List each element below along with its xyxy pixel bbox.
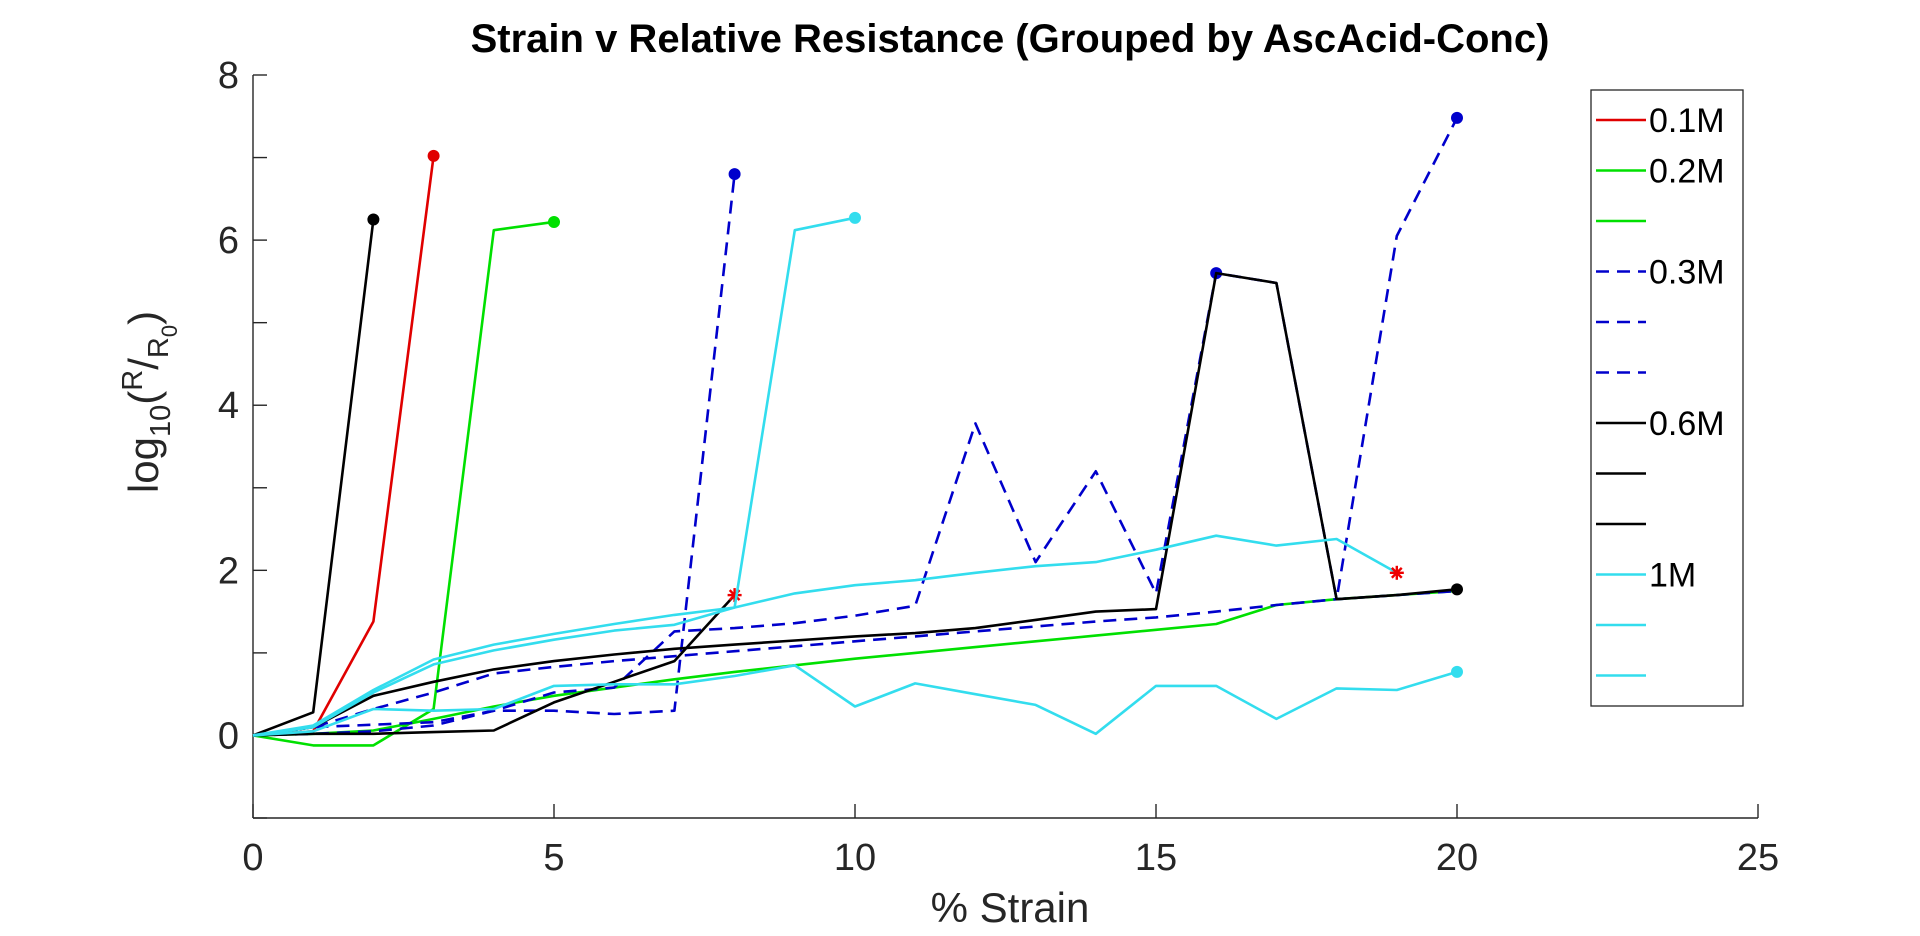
y-axis-label-subscript: 10 bbox=[145, 405, 177, 437]
x-tick-label: 20 bbox=[1436, 837, 1478, 879]
y-axis-label-slash: / bbox=[120, 358, 167, 370]
y-axis-label-open-paren: ( bbox=[120, 391, 167, 405]
y-tick-label: 8 bbox=[218, 55, 239, 97]
series-end-star-marker bbox=[1389, 565, 1404, 580]
legend: 0.1M 0.2M 0.3M 0.6M 1M bbox=[1590, 89, 1744, 707]
x-tick-label: 10 bbox=[834, 837, 876, 879]
y-tick-label: 6 bbox=[218, 220, 239, 262]
series-line bbox=[252, 589, 1458, 737]
x-axis-label: % Strain bbox=[931, 884, 1090, 931]
series-end-point bbox=[1451, 583, 1463, 596]
star-stroke bbox=[1391, 567, 1403, 579]
series-line bbox=[252, 589, 1458, 737]
series-end-point bbox=[367, 213, 380, 226]
series-line bbox=[252, 534, 1398, 737]
series-line bbox=[252, 155, 435, 737]
series-end-point bbox=[1451, 111, 1463, 124]
series-end-point bbox=[728, 168, 741, 181]
legend-label: 0.2M bbox=[1649, 153, 1725, 191]
plot-area: 0 5 10 15 20 25 0 2 4 6 8 bbox=[218, 55, 1779, 879]
x-tick-label: 15 bbox=[1135, 837, 1177, 879]
x-tick-label: 5 bbox=[543, 837, 564, 879]
series-end-point bbox=[548, 215, 560, 228]
series-end-point bbox=[849, 211, 861, 224]
chart-title: Strain v Relative Resistance (Grouped by… bbox=[471, 17, 1550, 61]
data-series-layer bbox=[252, 111, 1463, 747]
series-end-point bbox=[1451, 665, 1463, 678]
legend-label: 0.3M bbox=[1649, 254, 1725, 292]
legend-box bbox=[1590, 89, 1744, 707]
legend-label: 0.1M bbox=[1649, 102, 1725, 140]
y-axis-label-denominator-subscript: 0 bbox=[157, 325, 182, 337]
series-line bbox=[252, 219, 375, 737]
y-tick-label: 2 bbox=[218, 550, 239, 592]
series-line bbox=[252, 271, 1458, 737]
y-axis-label-close-paren: ) bbox=[120, 311, 167, 325]
y-axis-label-numerator: R bbox=[117, 370, 149, 391]
series-line bbox=[252, 663, 1458, 737]
series-line bbox=[252, 594, 736, 737]
y-tick-label: 0 bbox=[218, 715, 239, 757]
series-end-point bbox=[427, 149, 440, 162]
series-line bbox=[252, 216, 856, 737]
legend-label: 1M bbox=[1649, 557, 1696, 595]
y-tick-label: 4 bbox=[218, 385, 239, 427]
legend-label: 0.6M bbox=[1649, 405, 1725, 443]
x-tick-label: 25 bbox=[1737, 837, 1779, 879]
y-axis-label-denominator: R bbox=[143, 337, 175, 358]
x-tick-label: 0 bbox=[242, 837, 263, 879]
y-axis-label-prefix: log bbox=[120, 437, 167, 493]
y-axis-label: log10(R/R0) bbox=[117, 311, 182, 493]
series-line bbox=[252, 117, 1459, 737]
